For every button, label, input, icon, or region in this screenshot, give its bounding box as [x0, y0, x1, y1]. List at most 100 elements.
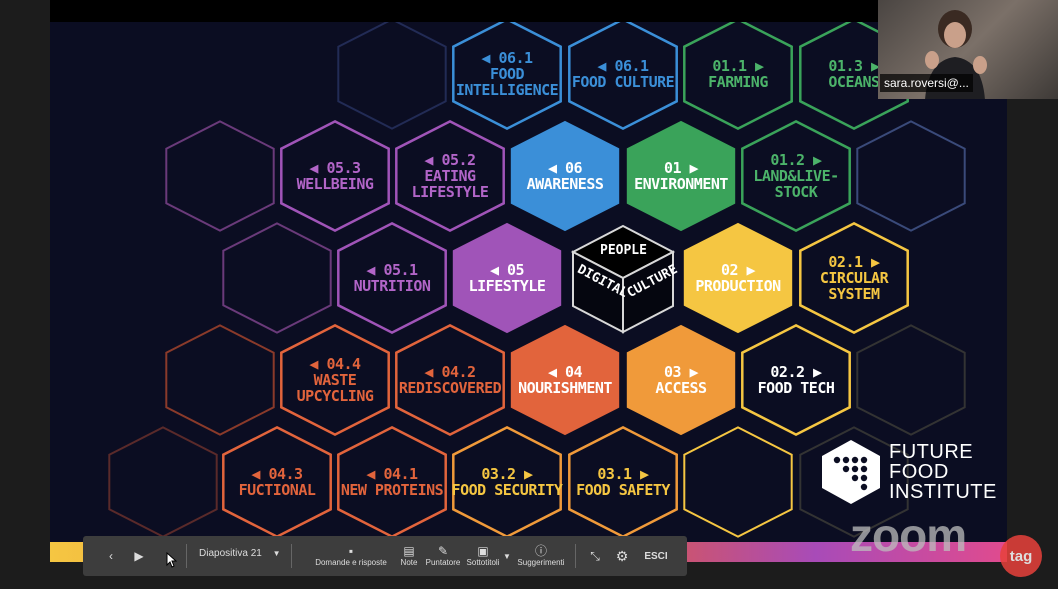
hex-title: PRODUCTION — [695, 277, 781, 295]
hex-number: 01.2 ▶ — [770, 151, 822, 169]
notes-icon: ▤ — [403, 544, 415, 558]
hex-number: 02 ▶ — [720, 261, 756, 279]
hex-number: ◀ 04.1 — [366, 465, 418, 483]
empty-hex-outline — [683, 426, 793, 538]
empty-hex-outline — [165, 324, 275, 436]
hex-label-06-1-food-culture: ◀ 06.1 FOOD CULTURE — [563, 58, 683, 90]
hex-05-2-eating-lifestyle — [395, 119, 505, 233]
hex-number: ◀ 04.3 — [251, 465, 303, 483]
empty-hex-outline — [799, 426, 909, 538]
hex-title: NOURISHMENT — [518, 379, 612, 397]
empty-hex-outline — [856, 120, 966, 232]
captions-icon: ▣ — [477, 544, 489, 558]
subtitles-button[interactable]: ▣ Sottotitoli — [465, 536, 501, 576]
hex-title: FOOD INTELLIGENCE — [455, 65, 559, 99]
chat-icon: ▪ — [348, 544, 354, 558]
participant-video[interactable]: sara.roversi@... — [878, 0, 1058, 99]
hex-label-01-1-farming: 01.1 ▶ FARMING — [678, 58, 798, 90]
empty-hex-outline — [222, 222, 332, 334]
hex-number: ◀ 04 — [547, 363, 583, 381]
hex-01-environment — [626, 120, 736, 232]
hex-number: ◀ 06.1 — [597, 57, 649, 75]
hex-label-04-3-fuctional: ◀ 04.3 FUCTIONAL — [217, 466, 337, 498]
hex-label-04-2-rediscovered: ◀ 04.2 REDISCOVERED — [390, 364, 510, 396]
hex-number: 02.1 ▶ — [828, 253, 880, 271]
hex-title: OCEANS — [828, 73, 880, 91]
subtitles-menu-button[interactable]: ▼ — [501, 536, 513, 576]
hex-label-02-2-food-tech: 02.2 ▶ FOOD TECH — [736, 364, 856, 396]
hex-03-access — [626, 324, 736, 436]
hex-number: ◀ 05.2 — [424, 151, 476, 169]
hex-title: LAND&LIVE- STOCK — [753, 167, 839, 201]
hex-02-production — [683, 222, 793, 334]
hex-title: FOOD SAFETY — [576, 481, 670, 499]
center-cube-icon — [570, 224, 676, 334]
qa-button[interactable]: ▪ Domande e risposte — [301, 536, 401, 576]
separator — [186, 544, 187, 568]
hex-06-awareness — [510, 120, 620, 232]
hex-title: EATING LIFESTYLE — [411, 167, 489, 201]
hex-05-lifestyle — [452, 222, 562, 334]
hex-label-04-1-new-proteins: ◀ 04.1 NEW PROTEINS — [332, 466, 452, 498]
exit-fullscreen-button[interactable]: ⤡ — [585, 536, 605, 576]
hex-number: ◀ 05 — [489, 261, 525, 279]
hex-title: FOOD SECURITY — [451, 481, 563, 499]
gear-icon: ⚙ — [615, 547, 629, 564]
empty-hex-outline — [337, 22, 447, 130]
hex-title: FUCTIONAL — [238, 481, 316, 499]
hex-label-01-environment: 01 ▶ ENVIRONMENT — [621, 160, 741, 192]
suggestions-label: Suggerimenti — [517, 558, 565, 567]
hex-label-06-1-food-intelligence: ◀ 06.1 FOOD INTELLIGENCE — [447, 50, 567, 98]
suggestions-button[interactable]: ⓘ Suggerimenti — [517, 536, 565, 576]
hex-label-06-awareness: ◀ 06 AWARENESS — [505, 160, 625, 192]
hex-06-1-food-culture — [568, 22, 678, 131]
hex-05-3-wellbeing — [280, 119, 390, 233]
hex-label-02-production: 02 ▶ PRODUCTION — [678, 262, 798, 294]
hex-title: CIRCULAR SYSTEM — [819, 269, 889, 303]
hex-04-4-waste-upcycling — [280, 323, 390, 437]
hex-04-2-rediscovered — [395, 323, 505, 437]
hex-label-03-2-food-security: 03.2 ▶ FOOD SECURITY — [447, 466, 567, 498]
hex-label-04-4-waste-upcycling: ◀ 04.4 WASTE UPCYCLING — [275, 356, 395, 404]
slide-selector-value: Diapositiva 21 — [199, 548, 262, 559]
empty-hex-outline — [108, 426, 218, 538]
hex-label-03-1-food-safety: 03.1 ▶ FOOD SAFETY — [563, 466, 683, 498]
hex-02-1-circular-system — [799, 221, 909, 335]
hex-label-02-1-circular-system: 02.1 ▶ CIRCULAR SYSTEM — [794, 254, 914, 302]
subtitles-label: Sottotitoli — [466, 558, 500, 567]
future-food-institute-logo-icon — [822, 440, 880, 504]
hex-number: 03 ▶ — [663, 363, 699, 381]
empty-hex-outline — [165, 120, 275, 232]
hex-number: ◀ 04.2 — [424, 363, 476, 381]
previous-slide-button[interactable]: ‹ — [101, 536, 121, 576]
hex-title: WELLBEING — [296, 175, 374, 193]
separator — [291, 544, 292, 568]
info-icon: ⓘ — [534, 544, 547, 558]
hex-title: ENVIRONMENT — [634, 175, 728, 193]
notes-button[interactable]: ▤ Note — [393, 536, 425, 576]
pointer-label: Puntatore — [425, 558, 461, 567]
presentation-toolbar: ‹ ▶ › Diapositiva 21 ▼ ▪Domande e rispos… — [83, 536, 687, 576]
play-button[interactable]: ▶ — [129, 536, 149, 576]
settings-button[interactable]: ⚙ — [611, 536, 633, 576]
hex-number: ◀ 06.1 — [481, 49, 533, 67]
hex-01-1-farming — [683, 22, 793, 131]
cube-face — [622, 250, 674, 334]
hex-number: ◀ 05.3 — [309, 159, 361, 177]
hex-title: WASTE UPCYCLING — [296, 371, 374, 405]
pointer-button[interactable]: ✎ Puntatore — [425, 536, 461, 576]
play-icon: ▶ — [134, 548, 144, 563]
logo-line-1: FUTURE — [889, 441, 974, 463]
exit-button[interactable]: ESCI — [639, 536, 673, 576]
hex-02-2-food-tech — [741, 323, 851, 437]
hex-title: FOOD TECH — [757, 379, 835, 397]
logo-line-2: FOOD — [889, 461, 949, 483]
qa-label: Domande e risposte — [315, 558, 387, 567]
hex-title: NEW PROTEINS — [340, 481, 444, 499]
slide-selector[interactable]: Diapositiva 21 ▼ — [199, 548, 281, 559]
hex-number: 01 ▶ — [663, 159, 699, 177]
chevron-down-icon: ▼ — [503, 551, 511, 561]
hex-label-03-access: 03 ▶ ACCESS — [621, 364, 741, 396]
tag-badge: tag — [1000, 535, 1042, 577]
